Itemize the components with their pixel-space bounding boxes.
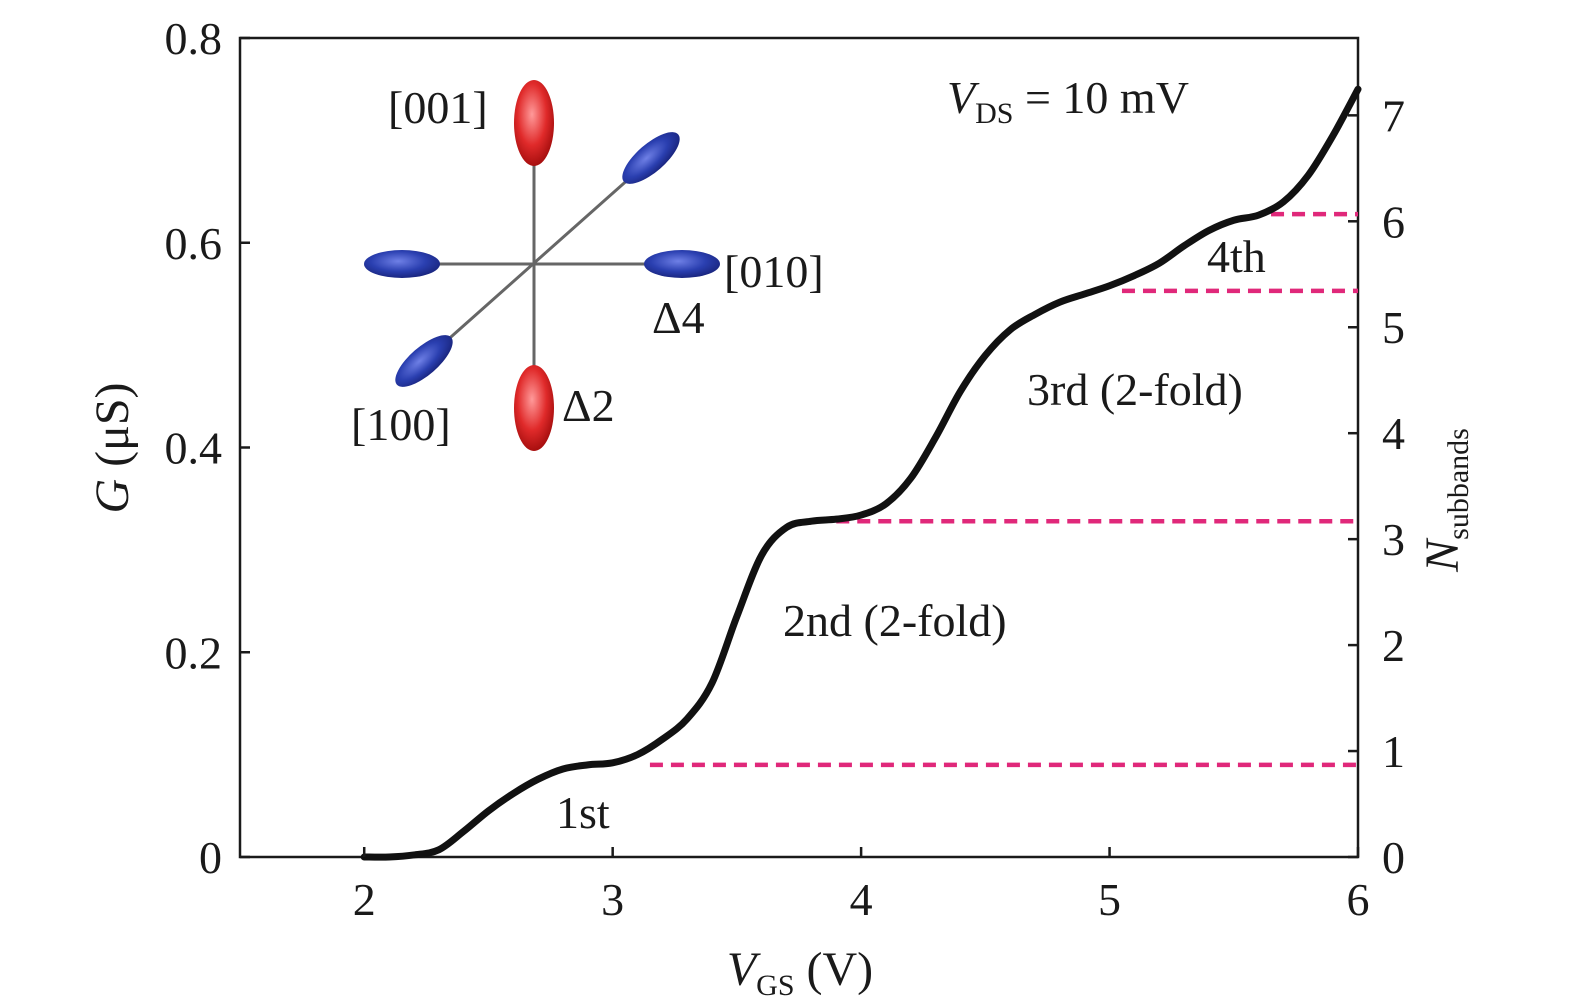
- condition-label: VDS = 10 mV: [947, 72, 1189, 130]
- blue-valley-upper-diagonal: [622, 132, 680, 184]
- x-tick-label-3: 4: [850, 874, 873, 925]
- y2-ticks: 0 1 2 3 4 5 6 7: [1348, 90, 1405, 883]
- annotation-4th: 4th: [1207, 231, 1266, 282]
- blue-valley-lower-diagonal: [395, 335, 453, 387]
- y2-tick-label-1: 0: [1382, 832, 1405, 883]
- red-valley-top: [514, 80, 554, 166]
- blue-valley-left: [364, 250, 440, 278]
- x-tick-label-1: 2: [353, 874, 376, 925]
- y2-tick-label-5: 4: [1382, 408, 1405, 459]
- y2-tick-label-8: 7: [1382, 90, 1405, 141]
- x-axis-title: VGS (V): [727, 943, 873, 1002]
- y-ticks: 0 0.2 0.4 0.6 0.8: [165, 13, 250, 883]
- inset-axis-diagonal: [424, 158, 651, 362]
- label-010: [010]: [724, 246, 824, 297]
- annotation-3rd: 3rd (2-fold): [1027, 364, 1243, 415]
- y2-tick-label-7: 6: [1382, 196, 1405, 247]
- blue-valley-right: [644, 250, 720, 278]
- y2-tick-label-2: 1: [1382, 726, 1405, 777]
- y-tick-label-3: 0.4: [165, 423, 223, 474]
- series-group: [360, 85, 1362, 861]
- red-valley-bottom: [514, 365, 554, 451]
- y2-axis-title: Nsubbands: [1416, 428, 1475, 573]
- label-delta2: Δ2: [562, 380, 615, 431]
- valley-inset: [001] [010] [100] Δ4 Δ2: [351, 80, 824, 451]
- annotation-1st: 1st: [556, 787, 610, 838]
- annotation-2nd: 2nd (2-fold): [783, 595, 1007, 646]
- y-tick-label-1: 0: [199, 832, 222, 883]
- label-delta4: Δ4: [652, 292, 705, 343]
- y-tick-label-5: 0.8: [165, 13, 223, 64]
- reference-lines: [649, 211, 1358, 768]
- label-100: [100]: [351, 399, 451, 450]
- x-tick-label-5: 6: [1347, 874, 1370, 925]
- x-tick-label-4: 5: [1098, 874, 1121, 925]
- x-ticks: 2 3 4 5 6: [353, 847, 1370, 925]
- y-axis-title: G (μS): [86, 382, 139, 513]
- conductance-curve: [360, 85, 1362, 861]
- y-tick-label-2: 0.2: [165, 627, 223, 678]
- x-tick-label-2: 3: [601, 874, 624, 925]
- y2-tick-label-3: 2: [1382, 620, 1405, 671]
- y2-tick-label-4: 3: [1382, 514, 1405, 565]
- y2-tick-label-6: 5: [1382, 302, 1405, 353]
- label-001: [001]: [388, 82, 488, 133]
- y-tick-label-4: 0.6: [165, 218, 223, 269]
